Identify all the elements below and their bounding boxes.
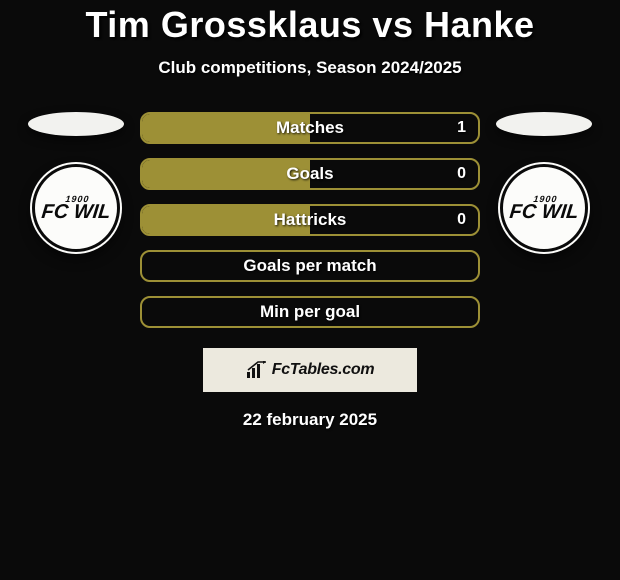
comparison-body: 1900 FC WIL Matches1Goals0Hattricks0Goal… [0,112,620,328]
stat-row: Goals 0 [140,158,480,190]
stat-value-right: 0 [457,211,466,229]
stat-row: Goals per match [140,250,480,282]
stat-row: Min per goal [140,296,480,328]
player-right-column: 1900 FC WIL [484,112,604,252]
stat-value-right: 1 [457,119,466,137]
stat-fill-left [142,160,310,188]
stat-label: Hattricks [274,210,347,230]
club-badge-left: 1900 FC WIL [32,164,120,252]
page-subtitle: Club competitions, Season 2024/2025 [158,58,461,78]
page-title: Tim Grossklaus vs Hanke [85,4,534,46]
chart-icon [246,361,268,379]
player-left-column: 1900 FC WIL [16,112,136,252]
club-badge-right: 1900 FC WIL [500,164,588,252]
club-badge-left-text: 1900 FC WIL [40,196,111,221]
comparison-card: Tim Grossklaus vs Hanke Club competition… [0,0,620,430]
stats-list: Matches 1 Goals 0 Hattricks 0 Goals per match M… [136,112,484,328]
attribution-text: FcTables.com [272,361,375,379]
player-left-avatar [28,112,124,136]
club-badge-right-text: 1900 FC WIL [508,196,579,221]
stat-value-right: 0 [457,165,466,183]
stat-label: Goals [286,164,333,184]
player-right-avatar [496,112,592,136]
stat-label: Goals per match [243,256,376,276]
attribution-box: FcTables.com [203,348,417,392]
stat-row: Matches 1 [140,112,480,144]
stat-label: Min per goal [260,302,360,322]
date-label: 22 february 2025 [243,410,377,430]
stat-row: Hattricks 0 [140,204,480,236]
stat-label: Matches [276,118,344,138]
